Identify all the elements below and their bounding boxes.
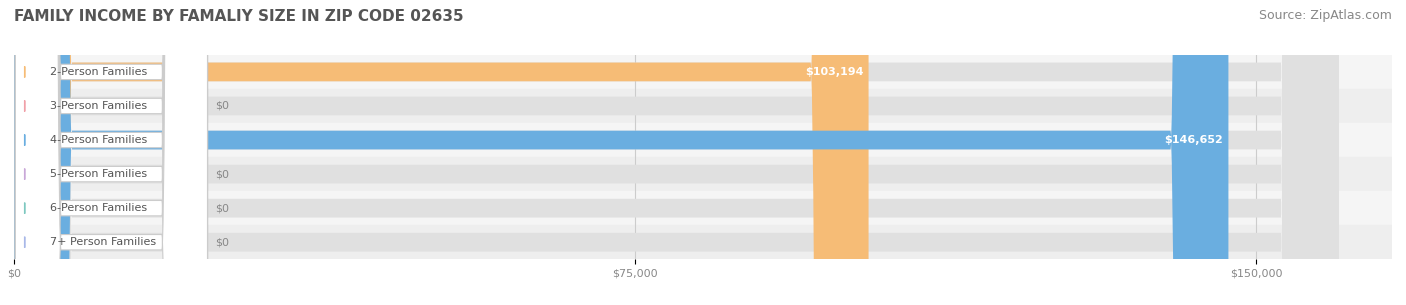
Text: FAMILY INCOME BY FAMALIY SIZE IN ZIP CODE 02635: FAMILY INCOME BY FAMALIY SIZE IN ZIP COD… bbox=[14, 9, 464, 24]
Text: $146,652: $146,652 bbox=[1164, 135, 1223, 145]
Bar bbox=[14, 55, 1392, 89]
Text: 3-Person Families: 3-Person Families bbox=[49, 101, 148, 111]
Text: $0: $0 bbox=[215, 169, 229, 179]
FancyBboxPatch shape bbox=[15, 0, 208, 305]
FancyBboxPatch shape bbox=[15, 0, 208, 305]
Text: 7+ Person Families: 7+ Person Families bbox=[49, 237, 156, 247]
FancyBboxPatch shape bbox=[14, 0, 1339, 305]
Bar bbox=[14, 191, 1392, 225]
FancyBboxPatch shape bbox=[14, 0, 1339, 305]
Text: 6-Person Families: 6-Person Families bbox=[49, 203, 148, 213]
FancyBboxPatch shape bbox=[14, 0, 1339, 305]
Text: 2-Person Families: 2-Person Families bbox=[49, 67, 148, 77]
Text: 5-Person Families: 5-Person Families bbox=[49, 169, 148, 179]
FancyBboxPatch shape bbox=[15, 0, 208, 305]
FancyBboxPatch shape bbox=[15, 0, 208, 305]
FancyBboxPatch shape bbox=[15, 0, 208, 305]
FancyBboxPatch shape bbox=[15, 0, 208, 305]
FancyBboxPatch shape bbox=[14, 0, 1339, 305]
Text: $103,194: $103,194 bbox=[804, 67, 863, 77]
Bar bbox=[14, 123, 1392, 157]
Bar bbox=[14, 157, 1392, 191]
FancyBboxPatch shape bbox=[14, 0, 869, 305]
Text: $0: $0 bbox=[215, 203, 229, 213]
Bar bbox=[14, 89, 1392, 123]
Text: $0: $0 bbox=[215, 101, 229, 111]
Text: Source: ZipAtlas.com: Source: ZipAtlas.com bbox=[1258, 9, 1392, 22]
Text: $0: $0 bbox=[215, 237, 229, 247]
FancyBboxPatch shape bbox=[14, 0, 1229, 305]
FancyBboxPatch shape bbox=[14, 0, 1339, 305]
Text: 4-Person Families: 4-Person Families bbox=[49, 135, 148, 145]
FancyBboxPatch shape bbox=[14, 0, 1339, 305]
Bar bbox=[14, 225, 1392, 259]
